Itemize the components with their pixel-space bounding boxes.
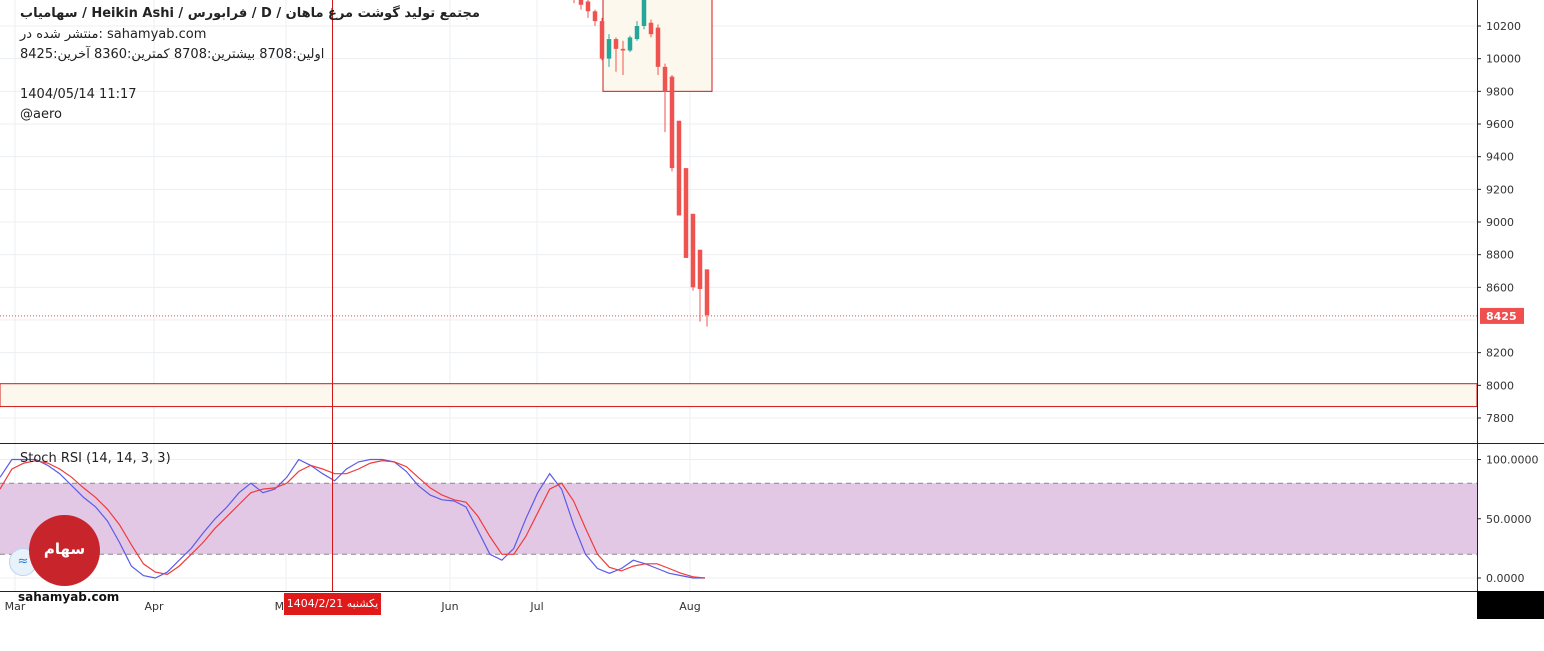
candle-body: [620, 48, 626, 51]
candle: [641, 0, 647, 30]
candle: [613, 37, 619, 72]
candle-body: [641, 0, 647, 26]
candle-body: [599, 21, 605, 59]
candle-body: [578, 0, 584, 5]
author-handle: @aero: [20, 107, 62, 122]
price-tick-label: 10200: [1486, 20, 1521, 33]
price-tick-label: 10000: [1486, 53, 1521, 66]
chart-canvas[interactable]: 10200 10000 9800 9600 9400 9200 9000 8800 8600 82…: [0, 0, 1544, 619]
publish-datetime: 1404/05/14 11:17: [20, 87, 137, 102]
candle-body: [606, 39, 612, 59]
candle: [634, 21, 640, 41]
candle: [704, 269, 710, 327]
candle: [592, 9, 598, 26]
price-tick-label: 9800: [1486, 85, 1514, 98]
stoch-tick-label: 0.0000: [1486, 572, 1525, 585]
stoch-band: [0, 483, 1477, 555]
candle: [578, 0, 584, 10]
time-tick-label: Mar: [5, 600, 26, 613]
candle: [683, 168, 689, 258]
candle-body: [592, 11, 598, 22]
candle-body: [627, 37, 633, 51]
time-tick-label: Apr: [144, 600, 164, 613]
published-by: منتشر شده در: sahamyab.com: [20, 27, 207, 42]
price-tick-label: 9400: [1486, 151, 1514, 164]
stoch-tick-label: 50.0000: [1486, 513, 1532, 526]
site-name: sahamyab.com: [18, 590, 120, 604]
price-axis: 10200 10000 9800 9600 9400 9200 9000 8800 8600 82…: [1477, 20, 1521, 425]
sahamyab-logo: سهام یاب: [29, 515, 100, 626]
chart-title: مجتمع تولید گوشت مرغ ماهان / D / فرابورس…: [20, 6, 480, 21]
candle-body: [634, 26, 640, 40]
candle: [662, 63, 668, 133]
candle-body: [655, 27, 661, 67]
candle-body: [690, 213, 696, 288]
last-price-label: 8425: [1486, 310, 1517, 323]
stoch-d-line: [0, 460, 706, 579]
ohlc-readout: اولین:8708 بیشترین:8708 کمترین:8360 آخری…: [20, 47, 325, 62]
stoch-k-line: [0, 458, 705, 579]
candle: [599, 17, 605, 61]
stoch-rsi-label: Stoch RSI (14, 14, 3, 3): [20, 451, 171, 466]
candle: [606, 34, 612, 67]
price-tick-label: 9600: [1486, 118, 1514, 131]
candle: [690, 213, 696, 291]
candle-body: [697, 249, 703, 289]
support-zone: [0, 383, 1478, 408]
time-tick-label: Aug: [679, 600, 700, 613]
candle: [573, 0, 575, 4]
crosshair-date-label: یکشنبه 1404/2/21: [284, 593, 381, 615]
price-tick-label: 8200: [1486, 347, 1514, 360]
candle-body: [613, 39, 619, 49]
price-tick-label: 8000: [1486, 379, 1514, 392]
candle-body: [648, 22, 654, 35]
candle-body: [669, 76, 675, 169]
candle: [676, 120, 682, 216]
candle: [669, 75, 675, 172]
time-tick-label: Jul: [529, 600, 543, 613]
candle-body: [683, 168, 689, 258]
candle-body: [676, 120, 682, 216]
candle: [655, 24, 661, 75]
corner-block: [1477, 591, 1544, 619]
candle: [697, 249, 703, 322]
candle-body: [585, 1, 591, 12]
candle: [648, 19, 654, 38]
price-tick-label: 9200: [1486, 183, 1514, 196]
price-tick-label: 7800: [1486, 412, 1514, 425]
price-tick-label: 8800: [1486, 249, 1514, 262]
candles: [573, 0, 710, 327]
candle-body: [704, 269, 710, 316]
stoch-tick-label: 100.0000: [1486, 454, 1539, 467]
candle: [627, 35, 633, 53]
candle-body: [662, 66, 668, 92]
price-tick-label: 8600: [1486, 281, 1514, 294]
price-tick-label: 9000: [1486, 216, 1514, 229]
candle: [620, 40, 626, 75]
candle: [585, 0, 591, 18]
last-price-badge: [1480, 307, 1524, 324]
time-tick-label: Jun: [440, 600, 458, 613]
